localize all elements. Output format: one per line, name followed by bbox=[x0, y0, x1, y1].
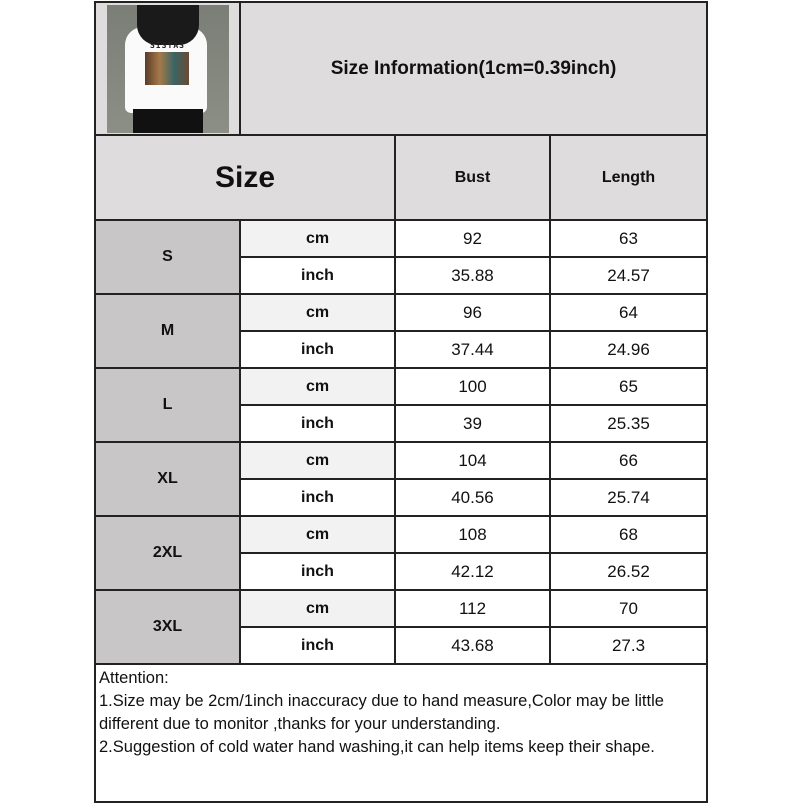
unit-inch: inch bbox=[239, 626, 396, 665]
size-chart-table: SISTAS Size Information(1cm=0.39inch) Si… bbox=[93, 1, 709, 803]
size-row-inch: inch 42.12 26.52 bbox=[95, 552, 709, 591]
length-inch: 25.35 bbox=[548, 404, 709, 443]
length-inch: 25.74 bbox=[548, 478, 709, 517]
length-cm: 68 bbox=[548, 515, 709, 554]
bust-cm: 108 bbox=[394, 515, 551, 554]
bust-column-header: Bust bbox=[394, 134, 551, 221]
unit-inch: inch bbox=[239, 478, 396, 517]
size-row-cm: 2XL cm 108 68 bbox=[94, 515, 709, 591]
length-inch: 24.96 bbox=[548, 330, 709, 369]
product-photo-cell: SISTAS bbox=[94, 1, 241, 136]
size-row-inch: inch 35.88 24.57 bbox=[95, 256, 709, 295]
notes-line-2: 2.Suggestion of cold water hand washing,… bbox=[99, 738, 655, 756]
unit-cm: cm bbox=[239, 441, 396, 480]
hair-shape bbox=[136, 4, 199, 45]
product-photo: SISTAS bbox=[106, 4, 229, 133]
length-cm: 66 bbox=[548, 441, 709, 480]
notes-line-1: 1.Size may be 2cm/1inch inaccuracy due t… bbox=[99, 692, 664, 733]
size-row-cm: L cm 100 65 bbox=[94, 367, 709, 443]
bust-inch: 37.44 bbox=[394, 330, 551, 369]
page-title: Size Information(1cm=0.39inch) bbox=[238, 1, 709, 136]
length-inch: 27.3 bbox=[548, 626, 709, 665]
size-row-inch: inch 40.56 25.74 bbox=[95, 478, 709, 517]
bust-cm: 96 bbox=[394, 293, 551, 332]
unit-cm: cm bbox=[239, 219, 396, 258]
size-label: 2XL bbox=[94, 515, 241, 591]
size-label: L bbox=[94, 367, 241, 443]
size-row-inch: inch 43.68 27.3 bbox=[95, 626, 709, 665]
length-cm: 63 bbox=[548, 219, 709, 258]
size-column-header: Size bbox=[94, 134, 396, 221]
length-column-header: Length bbox=[548, 134, 709, 221]
bust-inch: 39 bbox=[394, 404, 551, 443]
unit-cm: cm bbox=[239, 293, 396, 332]
unit-cm: cm bbox=[239, 515, 396, 554]
bust-cm: 104 bbox=[394, 441, 551, 480]
shirt-print-text: SISTAS bbox=[150, 40, 185, 50]
unit-cm: cm bbox=[239, 367, 396, 406]
size-label: XL bbox=[94, 441, 241, 517]
length-cm: 64 bbox=[548, 293, 709, 332]
bust-cm: 112 bbox=[394, 589, 551, 628]
unit-inch: inch bbox=[239, 552, 396, 591]
length-inch: 24.57 bbox=[548, 256, 709, 295]
unit-inch: inch bbox=[239, 330, 396, 369]
unit-inch: inch bbox=[239, 404, 396, 443]
size-label: 3XL bbox=[94, 589, 241, 665]
bust-inch: 35.88 bbox=[394, 256, 551, 295]
size-label: M bbox=[94, 293, 241, 369]
size-label: S bbox=[94, 219, 241, 295]
size-row-cm: S cm 92 63 bbox=[94, 219, 709, 295]
size-row-inch: inch 39 25.35 bbox=[95, 404, 709, 443]
bust-cm: 92 bbox=[394, 219, 551, 258]
attention-notes: Attention: 1.Size may be 2cm/1inch inacc… bbox=[93, 663, 709, 803]
bust-cm: 100 bbox=[394, 367, 551, 406]
unit-cm: cm bbox=[239, 589, 396, 628]
size-row-cm: XL cm 104 66 bbox=[94, 441, 709, 517]
bust-inch: 43.68 bbox=[394, 626, 551, 665]
shirt-print-graphic bbox=[144, 51, 189, 85]
length-inch: 26.52 bbox=[548, 552, 709, 591]
size-row-inch: inch 37.44 24.96 bbox=[95, 330, 709, 369]
length-cm: 70 bbox=[548, 589, 709, 628]
length-cm: 65 bbox=[548, 367, 709, 406]
pants-shape bbox=[132, 108, 203, 133]
bust-inch: 40.56 bbox=[394, 478, 551, 517]
unit-inch: inch bbox=[239, 256, 396, 295]
notes-heading: Attention: bbox=[99, 669, 169, 687]
bust-inch: 42.12 bbox=[394, 552, 551, 591]
size-row-cm: M cm 96 64 bbox=[94, 293, 709, 369]
size-row-cm: 3XL cm 112 70 bbox=[94, 589, 709, 665]
